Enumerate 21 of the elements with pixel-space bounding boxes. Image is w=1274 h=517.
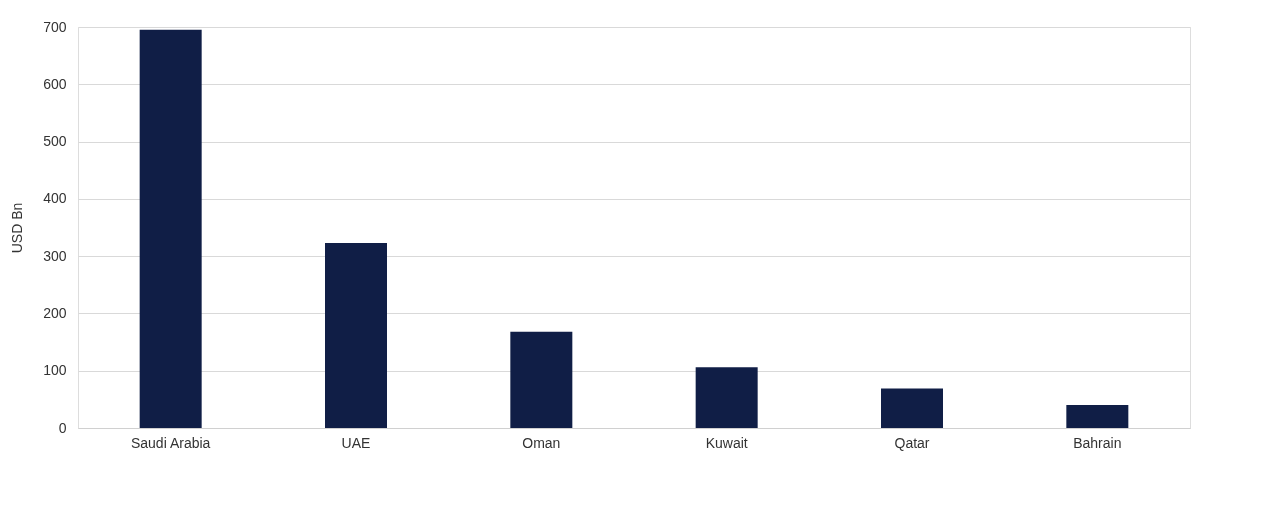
y-axis-title: USD Bn	[9, 202, 26, 254]
x-tick-label: UAE	[341, 434, 371, 451]
y-tick-label: 200	[43, 304, 67, 321]
y-tick-label: 500	[43, 133, 67, 150]
bar	[139, 29, 202, 428]
x-tick-label: Bahrain	[1073, 434, 1122, 451]
y-tick-label: 700	[43, 18, 67, 35]
bar	[881, 388, 943, 428]
x-tick-label: Saudi Arabia	[130, 434, 211, 451]
bar	[695, 367, 758, 428]
y-tick-label: 0	[58, 419, 67, 436]
bar	[1066, 405, 1129, 428]
y-tick-label: 100	[43, 362, 67, 379]
bar	[510, 331, 573, 428]
x-tick-label: Oman	[522, 434, 561, 451]
y-tick-label: 400	[43, 190, 67, 207]
x-tick-label: Qatar	[894, 434, 930, 451]
y-tick-label: 600	[43, 75, 67, 92]
bar	[325, 242, 387, 428]
y-tick-label: 300	[43, 247, 67, 264]
x-tick-label: Kuwait	[705, 434, 748, 451]
